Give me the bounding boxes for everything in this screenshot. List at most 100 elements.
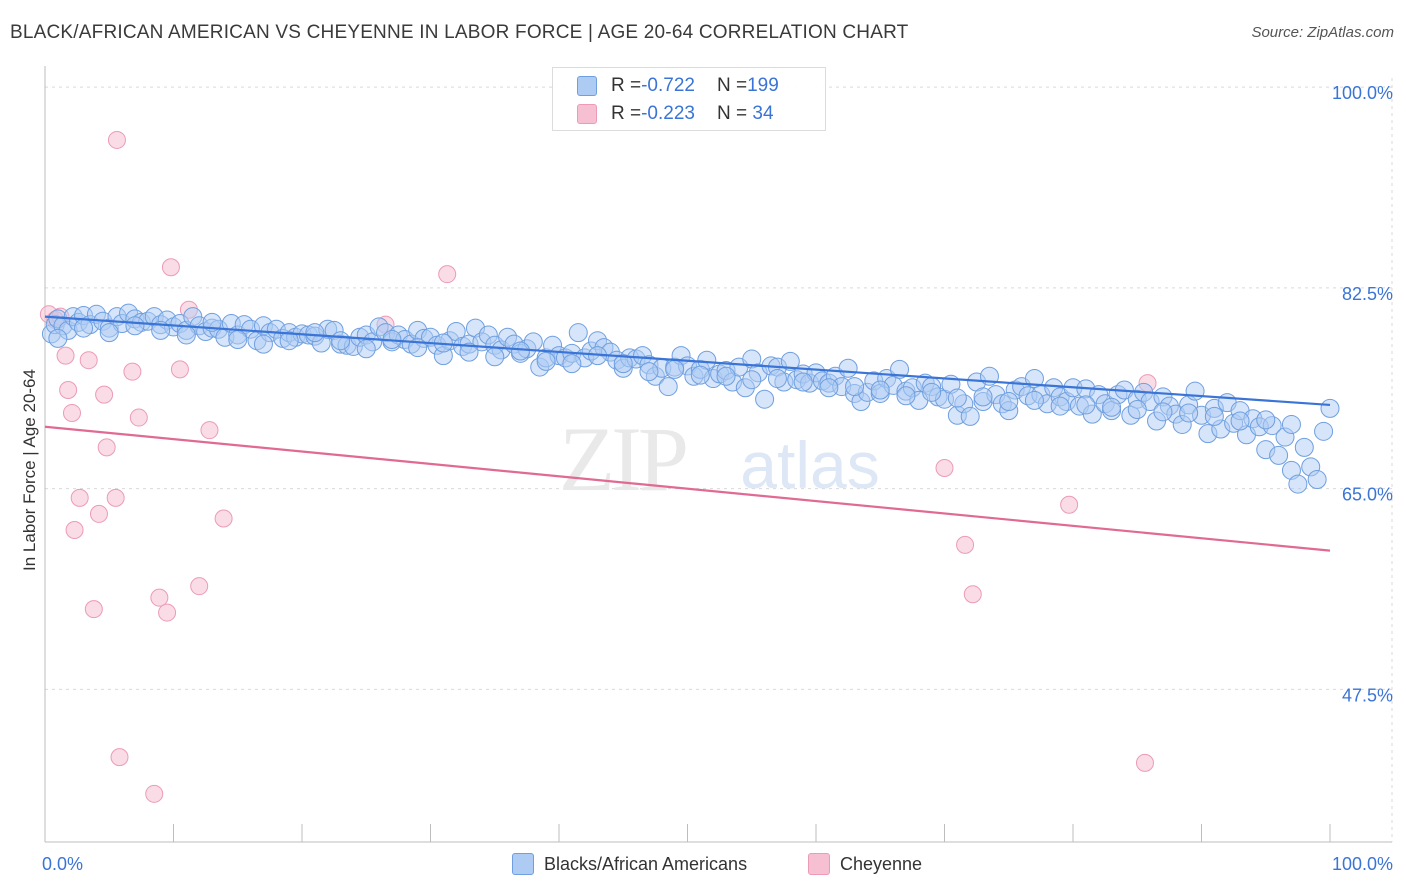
black-point bbox=[793, 372, 813, 392]
legend-r-label: R = bbox=[611, 75, 642, 96]
cheyenne-point bbox=[106, 488, 125, 507]
black-point bbox=[973, 387, 993, 407]
black-point bbox=[960, 406, 980, 426]
legend-n-label: N = bbox=[716, 75, 748, 96]
cheyenne-point bbox=[107, 130, 126, 149]
black-point bbox=[74, 318, 94, 338]
black-point bbox=[562, 354, 582, 374]
black-point bbox=[1185, 381, 1205, 401]
black-point bbox=[870, 380, 890, 400]
black-point bbox=[176, 325, 196, 345]
black-point bbox=[890, 359, 910, 379]
black-trend-line bbox=[44, 315, 1331, 407]
bottom-legend-pink: Cheyenne bbox=[808, 852, 922, 876]
cheyenne-point bbox=[97, 438, 116, 457]
black-point bbox=[922, 382, 942, 402]
black-point bbox=[1204, 406, 1224, 426]
legend-n-value: 199 bbox=[747, 75, 779, 96]
cheyenne-point bbox=[95, 385, 114, 404]
bottom-legend-swatch-blue bbox=[512, 853, 534, 875]
cheyenne-point bbox=[963, 585, 982, 604]
black-point bbox=[780, 351, 800, 371]
black-point bbox=[1127, 400, 1147, 420]
black-point bbox=[228, 330, 248, 350]
black-point bbox=[665, 359, 685, 379]
cheyenne-point bbox=[200, 421, 219, 440]
black-point bbox=[568, 323, 588, 343]
bottom-legend-label-blue: Blacks/African Americans bbox=[544, 853, 748, 874]
tick-label-layer: 100.0% 82.5% 65.0% 47.5% 0.0% 100.0% bbox=[42, 83, 1393, 874]
black-point bbox=[356, 339, 376, 359]
legend-row-blue: R = -0.722 N = 199 bbox=[577, 73, 779, 99]
black-point bbox=[1230, 411, 1250, 431]
grid-layer bbox=[45, 78, 1393, 842]
black-point bbox=[1314, 421, 1334, 441]
black-point bbox=[690, 365, 710, 385]
cheyenne-point bbox=[145, 784, 164, 803]
black-point bbox=[1179, 403, 1199, 423]
black-point bbox=[510, 341, 530, 361]
black-point bbox=[896, 386, 916, 406]
cheyenne-point bbox=[158, 603, 177, 622]
black-point bbox=[1307, 470, 1327, 490]
black-point bbox=[279, 331, 299, 351]
cheyenne-point bbox=[170, 360, 189, 379]
legend-n-label: N = bbox=[716, 103, 748, 124]
cheyenne-point bbox=[56, 346, 75, 365]
black-point bbox=[1024, 390, 1044, 410]
black-point bbox=[1050, 396, 1070, 416]
black-point bbox=[99, 323, 119, 343]
black-point bbox=[1288, 474, 1308, 494]
cheyenne-point bbox=[956, 535, 975, 554]
cheyenne-point bbox=[89, 504, 108, 523]
watermark: ZIP atlas bbox=[559, 408, 880, 510]
cheyenne-point bbox=[438, 265, 457, 284]
cheyenne-point bbox=[161, 258, 180, 277]
trend-layer bbox=[44, 315, 1331, 552]
black-point bbox=[845, 377, 865, 397]
cheyenne-point bbox=[1060, 495, 1079, 514]
black-point bbox=[331, 331, 351, 351]
watermark-zip: ZIP bbox=[559, 408, 686, 510]
black-point bbox=[947, 388, 967, 408]
black-point bbox=[485, 347, 505, 367]
black-point bbox=[999, 391, 1019, 411]
bottom-legend-blue: Blacks/African Americans bbox=[512, 852, 747, 876]
y-tick-label: 65.0% bbox=[1342, 485, 1393, 505]
cheyenne-point bbox=[70, 488, 89, 507]
x-tick-label-min: 0.0% bbox=[42, 854, 83, 874]
black-point bbox=[536, 351, 556, 371]
black-point bbox=[48, 328, 68, 348]
black-point bbox=[459, 342, 479, 362]
x-tick-label-max: 100.0% bbox=[1332, 854, 1393, 874]
bottom-legend-label-pink: Cheyenne bbox=[840, 853, 923, 874]
watermark-atlas: atlas bbox=[740, 428, 879, 502]
y-tick-label: 47.5% bbox=[1342, 685, 1393, 705]
cheyenne-point bbox=[84, 600, 103, 619]
black-point bbox=[1256, 410, 1276, 430]
legend-row-pink: R = -0.223 N = 34 bbox=[577, 101, 774, 127]
cheyenne-point bbox=[1135, 753, 1154, 772]
black-point bbox=[1102, 397, 1122, 417]
cheyenne-point bbox=[190, 577, 209, 596]
legend-swatch-blue bbox=[577, 76, 597, 96]
cheyenne-point bbox=[214, 509, 233, 528]
black-point bbox=[1024, 369, 1044, 389]
legend-r-label: R = bbox=[611, 103, 642, 124]
source-label: Source: ZipAtlas.com bbox=[1251, 24, 1394, 41]
cheyenne-point bbox=[62, 403, 81, 422]
black-point bbox=[755, 389, 775, 409]
black-point bbox=[819, 378, 839, 398]
cheyenne-point bbox=[110, 748, 129, 767]
black-point bbox=[125, 316, 145, 336]
bottom-legend-swatch-pink bbox=[808, 853, 830, 875]
black-points bbox=[41, 303, 1340, 494]
black-point bbox=[1153, 402, 1173, 422]
black-point bbox=[1281, 414, 1301, 434]
cheyenne-point bbox=[59, 381, 78, 400]
chart-title: BLACK/AFRICAN AMERICAN VS CHEYENNE IN LA… bbox=[10, 22, 909, 43]
cheyenne-point bbox=[129, 408, 148, 427]
black-point bbox=[1320, 398, 1340, 418]
legend-n-value: 34 bbox=[747, 103, 774, 124]
